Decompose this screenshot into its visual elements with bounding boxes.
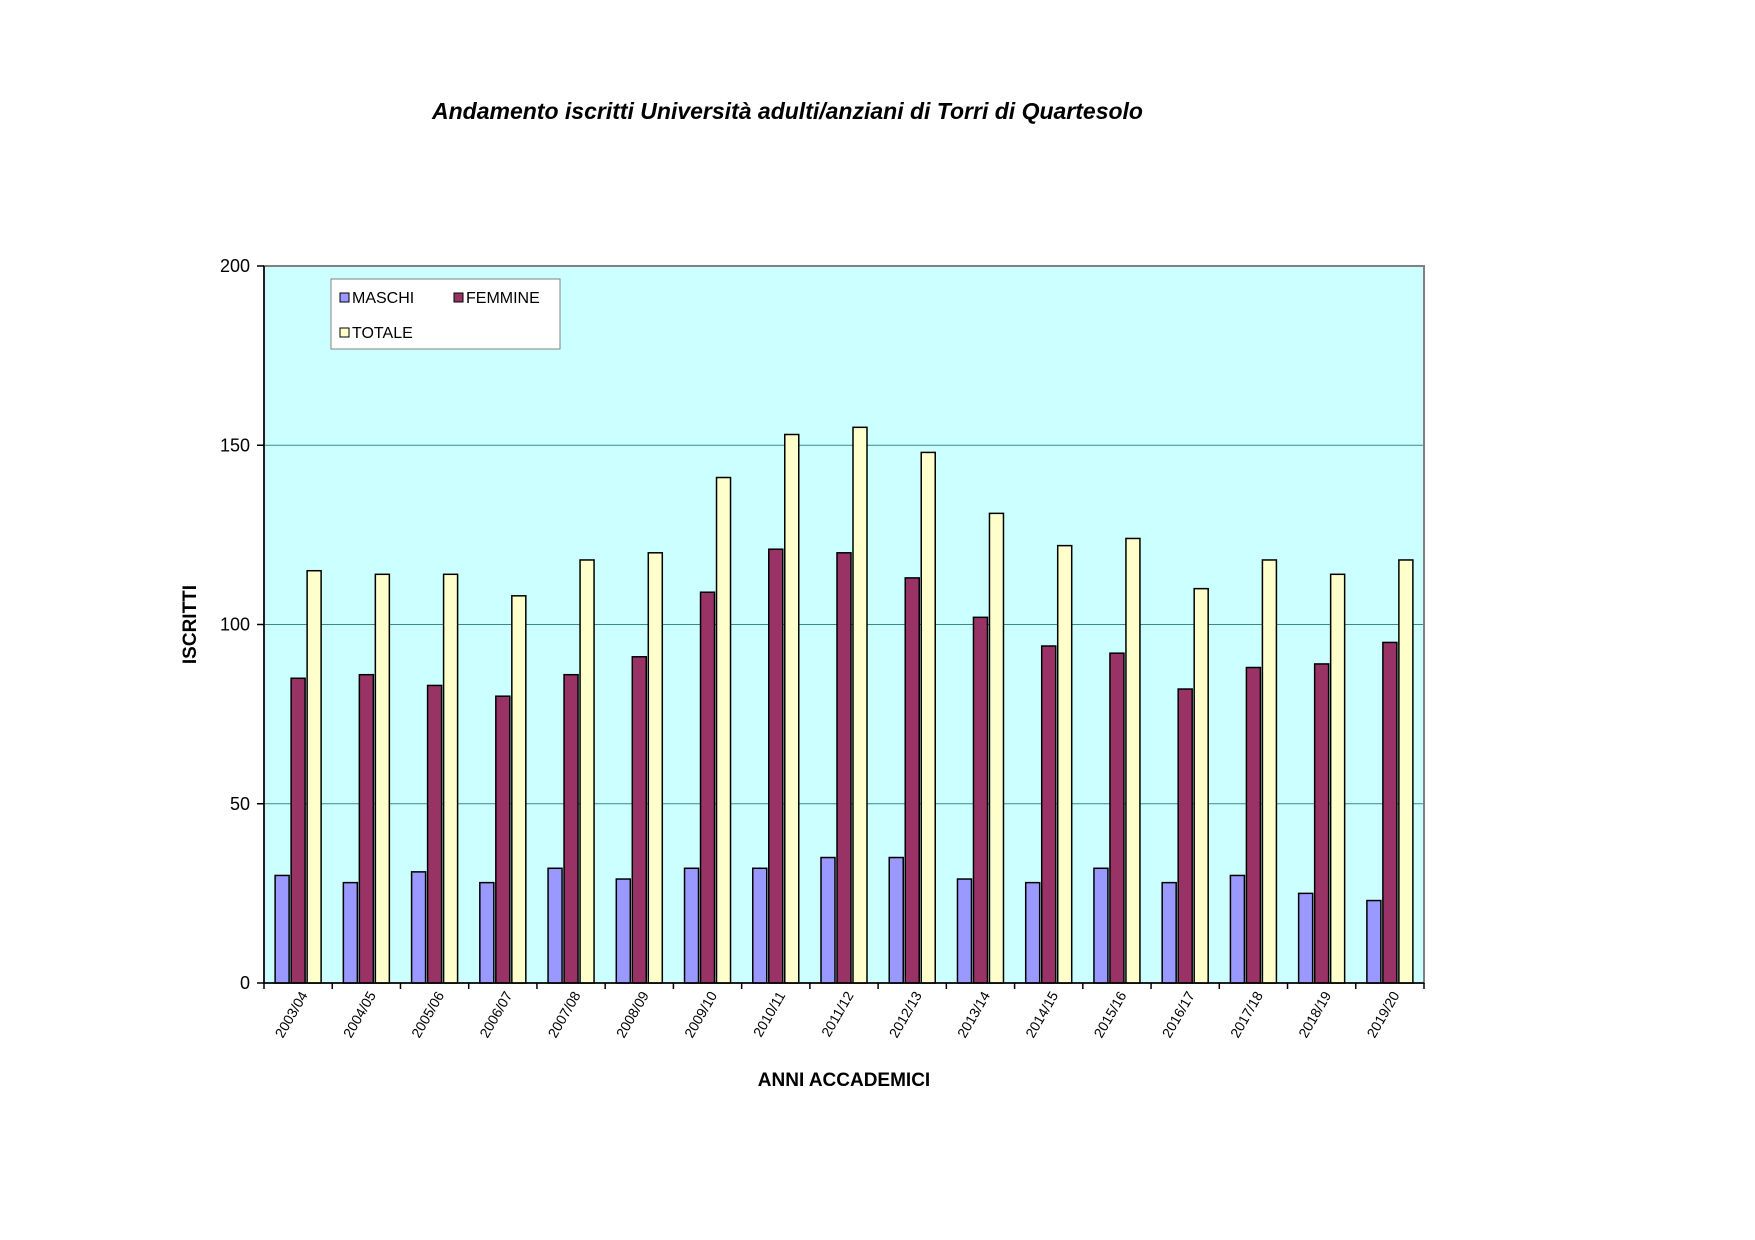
legend-swatch-maschi — [339, 292, 350, 303]
y-axis-title: ISCRITTI — [180, 585, 201, 664]
bar-femmine — [495, 695, 511, 984]
legend-box — [330, 278, 561, 350]
legend: MASCHI FEMMINE TOTALE — [330, 278, 561, 350]
x-tick-label: 2004/05 — [340, 988, 379, 1040]
x-tick-label: 2012/13 — [886, 988, 925, 1040]
legend-swatch-totale — [339, 327, 350, 338]
bar-femmine — [904, 577, 920, 984]
bar-totale — [306, 569, 322, 984]
y-tick-label: 200 — [220, 256, 250, 276]
bar-totale — [1193, 587, 1209, 984]
bar-maschi — [1229, 874, 1246, 984]
bar-maschi — [479, 881, 495, 984]
legend-swatch-femmine — [453, 292, 464, 303]
bar-femmine — [836, 552, 852, 984]
bar-maschi — [342, 881, 359, 984]
bar-maschi — [956, 878, 973, 984]
x-tick-label: 2009/10 — [681, 988, 720, 1040]
chart-title: Andamento iscritti Università adulti/anz… — [432, 98, 1143, 124]
bar-totale — [784, 433, 800, 984]
bar-totale — [511, 595, 527, 984]
x-tick-label: 2010/11 — [750, 988, 789, 1039]
bar-maschi — [752, 867, 768, 984]
legend-label-femmine: FEMMINE — [466, 290, 540, 307]
x-tick-label: 2005/06 — [408, 988, 447, 1040]
bar-femmine — [1245, 666, 1262, 984]
bar-totale — [1261, 559, 1278, 984]
bar-maschi — [1093, 867, 1109, 984]
bar-femmine — [290, 677, 306, 984]
bar-maschi — [1366, 899, 1382, 984]
bar-totale — [374, 573, 391, 984]
x-tick-label: 2003/04 — [272, 988, 311, 1040]
x-tick-label: 2018/19 — [1295, 988, 1334, 1040]
bar-maschi — [615, 878, 632, 984]
bar-femmine — [1040, 645, 1057, 984]
bar-maschi — [888, 856, 904, 984]
x-tick-label: 2015/16 — [1090, 988, 1129, 1040]
x-tick-label: 2007/08 — [544, 988, 583, 1040]
x-tick-label: 2016/17 — [1159, 988, 1198, 1040]
bar-totale — [1125, 537, 1141, 984]
legend-label-maschi: MASCHI — [352, 290, 414, 307]
bar-totale — [579, 559, 595, 984]
bars — [274, 426, 1414, 984]
bar-totale — [1329, 573, 1346, 984]
x-tick-label: 2006/07 — [476, 988, 515, 1040]
y-tick-label: 0 — [240, 973, 250, 993]
x-tick-label: 2008/09 — [613, 988, 652, 1040]
x-tick-label: 2013/14 — [954, 988, 993, 1040]
bar-totale — [920, 451, 936, 984]
bar-femmine — [1109, 652, 1125, 984]
bar-femmine — [768, 548, 784, 984]
bar-femmine — [631, 656, 648, 984]
x-tick-label: 2019/20 — [1363, 988, 1402, 1040]
bar-totale — [647, 552, 664, 984]
bar-maschi — [410, 871, 427, 984]
bar-maschi — [1161, 881, 1177, 984]
legend-label-totale: TOTALE — [352, 325, 413, 342]
bar-femmine — [699, 591, 716, 984]
x-axis-title: ANNI ACCADEMICI — [758, 1070, 930, 1091]
bar-femmine — [1382, 641, 1398, 984]
bar-maschi — [274, 874, 290, 984]
bar-totale — [715, 476, 732, 984]
bar-maschi — [1024, 881, 1041, 984]
y-tick-label: 150 — [220, 435, 250, 455]
bar-totale — [988, 512, 1005, 984]
bar-maschi — [1297, 892, 1314, 984]
x-tick-label: 2014/15 — [1022, 988, 1061, 1040]
bar-femmine — [1313, 663, 1330, 984]
bar-totale — [1056, 544, 1073, 984]
y-tick-label: 50 — [230, 794, 250, 814]
bar-maschi — [547, 867, 563, 984]
bar-totale — [852, 426, 868, 984]
bar-totale — [442, 573, 459, 984]
bar-maschi — [683, 867, 700, 984]
bar-femmine — [563, 673, 579, 984]
bar-femmine — [426, 684, 443, 984]
bar-totale — [1398, 559, 1414, 984]
x-tick-label: 2011/12 — [818, 988, 857, 1039]
x-tick-label: 2017/18 — [1227, 988, 1266, 1040]
bar-femmine — [358, 673, 375, 984]
bar-femmine — [1177, 688, 1193, 984]
y-tick-label: 100 — [220, 615, 250, 635]
bar-femmine — [972, 616, 989, 984]
bar-maschi — [820, 856, 836, 984]
